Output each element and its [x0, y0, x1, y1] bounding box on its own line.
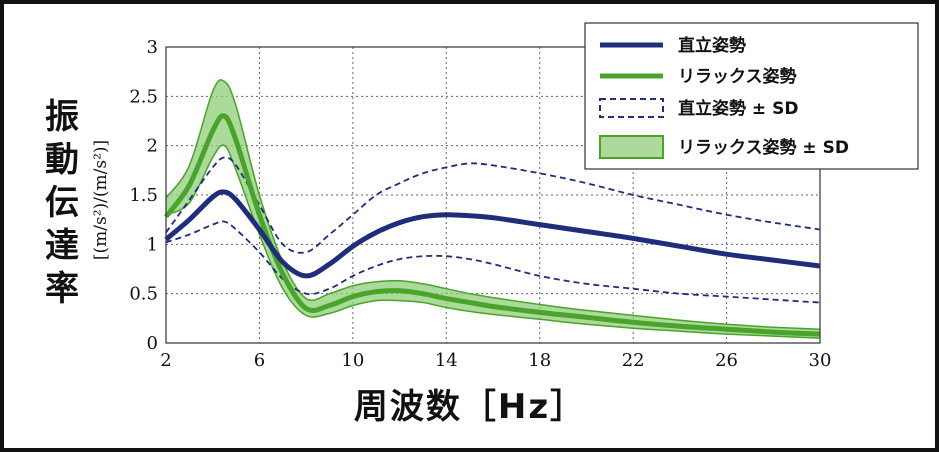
- y-tick-label: 1.5: [129, 185, 158, 206]
- y-axis-main-label-5: 率: [45, 269, 79, 309]
- y-axis-main-label-4: 達: [45, 226, 79, 266]
- y-tick-label: 3: [147, 37, 158, 58]
- x-tick-label: 6: [254, 350, 265, 371]
- y-axis-main-label-2: 動: [45, 140, 79, 180]
- upright-mean-line: [164, 189, 821, 279]
- x-tick-label: 18: [528, 350, 551, 371]
- upright-sd-upper-line: [165, 156, 821, 254]
- legend: 直立姿勢 リラックス姿勢 直立姿勢 ± SD リラックス姿勢 ± SD: [584, 22, 919, 170]
- series-lines: [163, 113, 821, 337]
- y-tick-label: 0.5: [129, 284, 158, 305]
- relax-sd-band: [166, 79, 820, 339]
- sd-bands: [165, 79, 821, 339]
- plot-border: [165, 46, 821, 344]
- upright-sd-lower-line: [165, 220, 821, 304]
- relax-sd-upper-line: [165, 79, 821, 330]
- x-axis-label: 周波数［Hz］: [354, 387, 586, 427]
- y-tick-label: 2: [147, 136, 158, 157]
- x-tick-label: 10: [341, 350, 364, 371]
- legend-label-relax-sd: リラックス姿勢 ± SD: [678, 137, 849, 158]
- y-axis-main-label-1: 振: [45, 97, 79, 137]
- legend-swatch-relax-sd: [599, 135, 664, 159]
- y-tick-label: 1: [147, 234, 158, 255]
- x-tick-label: 2: [160, 350, 171, 371]
- y-tick-label: 0: [147, 333, 158, 354]
- legend-swatch-upright-sd: [599, 98, 664, 118]
- legend-label-upright-sd: 直立姿勢 ± SD: [678, 98, 798, 119]
- y-axis-main-label-3: 伝: [45, 183, 79, 223]
- y-axis-unit-label: [(m/s²)/(m/s²)]: [91, 140, 111, 260]
- y-tick-label: 2.5: [129, 86, 158, 107]
- x-tick-label: 22: [622, 350, 645, 371]
- y-axis-title: 振 動 伝 達 率 [(m/s²)/(m/s²)]: [45, 97, 111, 309]
- x-tick-label: 14: [435, 350, 458, 371]
- x-tick-label: 30: [809, 350, 832, 371]
- x-tick-label: 26: [715, 350, 738, 371]
- legend-label-upright: 直立姿勢: [678, 35, 746, 56]
- legend-label-relax: リラックス姿勢: [678, 66, 797, 87]
- relax-mean-line: [163, 113, 821, 337]
